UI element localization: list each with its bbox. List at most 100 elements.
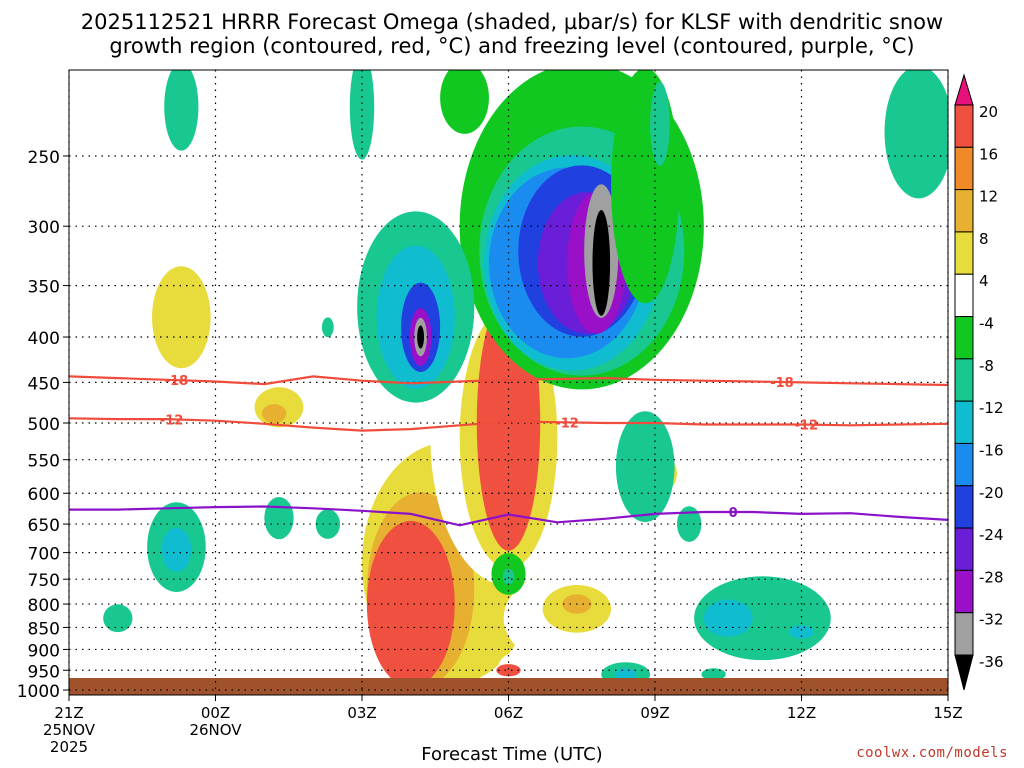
omega-cell-53 [703, 599, 753, 637]
y-axis-pressure: 2503003504004505005506006507007508008509… [17, 148, 69, 702]
omega-cell-8 [366, 520, 455, 688]
colorbar-box-4 [954, 273, 974, 318]
chart-title-line-2: growth region (contoured, red, °C) and f… [109, 34, 915, 58]
colorbar-box-9 [954, 485, 974, 529]
omega-cell-55 [676, 506, 702, 542]
omega-cell-56 [701, 668, 726, 681]
omega-cell-33 [592, 210, 611, 316]
colorbar-label--16: -16 [979, 441, 1004, 459]
x-tick-label-0-1: 25NOV [43, 721, 96, 739]
omega-cell-48 [315, 509, 341, 539]
y-tick-label-350: 350 [28, 278, 60, 298]
omega-cell-19 [884, 461, 948, 538]
x-tick-label-9-0: 06Z [494, 704, 523, 722]
omega-cell-52 [694, 576, 831, 661]
y-tick-label-700: 700 [28, 545, 60, 565]
colorbar-box-1 [954, 146, 974, 191]
colorbar-box-6 [954, 358, 974, 402]
x-axis-label: Forecast Time (UTC) [421, 744, 603, 765]
contour-label-0-1: -18 [770, 376, 794, 391]
colorbar-label--8: -8 [979, 357, 994, 375]
omega-cell-34 [611, 70, 680, 304]
contour-label-1-2: -12 [795, 419, 819, 434]
colorbar-box-0 [954, 104, 974, 148]
y-tick-label-450: 450 [28, 374, 60, 394]
colorbar-box-10 [954, 527, 974, 571]
colorbar-box-2 [954, 189, 974, 233]
y-tick-label-400: 400 [28, 329, 60, 349]
chart-title-line-1: 2025112521 HRRR Forecast Omega (shaded, … [80, 10, 944, 34]
omega-cell-57 [884, 70, 948, 199]
y-tick-label-950: 950 [28, 662, 60, 682]
colorbar-label-16: 16 [979, 145, 998, 163]
colorbar-label-8: 8 [979, 230, 989, 248]
colorbar-label-12: 12 [979, 188, 998, 206]
colorbar-label--36: -36 [979, 653, 1004, 671]
omega-cell-4 [261, 404, 287, 424]
site-credit: coolwx.com/models [856, 745, 1008, 761]
omega-cell-24 [440, 70, 489, 134]
omega-colorbar: 20 16 12 8 4 -4 -8 -12 -16 -20 -24 -28 -32 -36 [954, 73, 1004, 691]
y-tick-label-500: 500 [28, 415, 60, 435]
omega-cell-51 [614, 668, 637, 681]
omega-cell-23 [502, 568, 515, 585]
y-tick-label-650: 650 [28, 516, 60, 536]
x-tick-label-15-0: 12Z [787, 704, 816, 722]
colorbar-box-8 [954, 442, 974, 487]
y-tick-label-850: 850 [28, 619, 60, 639]
colorbar-label--12: -12 [979, 399, 1004, 417]
colorbar-label--20: -20 [979, 484, 1004, 502]
omega-cell-1 [152, 266, 211, 369]
colorbar-label-4: 4 [979, 272, 989, 290]
x-tick-label-18-0: 15Z [933, 704, 962, 722]
omega-cell-21 [496, 664, 521, 677]
omega-cell-44 [103, 604, 133, 633]
x-tick-label-0-2: 2025 [50, 738, 88, 756]
contour-label-1-0: -12 [160, 413, 184, 428]
x-tick-label-6-0: 03Z [347, 704, 376, 722]
y-tick-label-900: 900 [28, 641, 60, 661]
contour-line-2 [69, 505, 948, 527]
x-tick-label-12-0: 09Z [640, 704, 669, 722]
colorbar-label--32: -32 [979, 611, 1004, 629]
contour-line-1 [69, 417, 948, 432]
colorbar-bottom-arrow [954, 654, 974, 691]
colorbar-box-3 [954, 231, 974, 275]
contour-labels: -18 -18 -12 -12 -12 0 [160, 374, 819, 521]
x-tick-label-0-0: 21Z [54, 704, 83, 722]
omega-cell-54 [789, 625, 814, 639]
omega-cell-15 [669, 280, 719, 518]
temperature-contours [69, 375, 948, 527]
x-tick-label-3-0: 00Z [201, 704, 230, 722]
ground-surface [69, 678, 948, 695]
omega-cell-47 [321, 317, 334, 338]
omega-cell-43 [161, 527, 192, 573]
omega-cell-58 [650, 81, 670, 166]
colorbar-label--4: -4 [979, 315, 994, 333]
y-tick-label-600: 600 [28, 485, 60, 505]
colorbar-label--28: -28 [979, 568, 1004, 586]
x-tick-label-3-1: 26NOV [189, 721, 242, 739]
colorbar-box-5 [954, 316, 974, 360]
colorbar-top-arrow [954, 73, 974, 106]
y-tick-label-800: 800 [28, 596, 60, 616]
colorbar-box-7 [954, 400, 974, 444]
colorbar-box-12 [954, 612, 974, 656]
omega-cell-46 [264, 497, 294, 540]
contour-line-0 [69, 375, 948, 387]
colorbar-label-20: 20 [979, 103, 998, 121]
omega-cell-49 [349, 70, 375, 160]
colorbar-label--24: -24 [979, 526, 1004, 544]
omega-cell-45 [164, 70, 199, 151]
y-tick-label-300: 300 [28, 218, 60, 238]
y-tick-label-1000: 1000 [17, 682, 60, 702]
contour-label-0-0: -18 [165, 374, 189, 389]
y-tick-label-750: 750 [28, 571, 60, 591]
omega-cell-35 [615, 411, 675, 523]
contour-label-2-0: 0 [729, 506, 738, 521]
y-tick-label-250: 250 [28, 148, 60, 168]
y-tick-label-550: 550 [28, 452, 60, 472]
contour-label-1-1: -12 [555, 416, 579, 431]
